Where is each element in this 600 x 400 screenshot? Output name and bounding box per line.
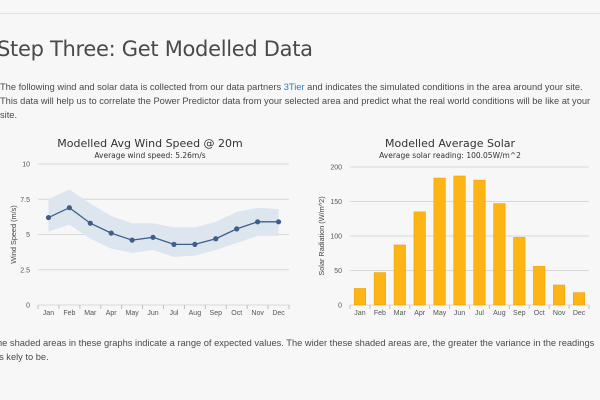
- solar-bar: [513, 237, 526, 306]
- wind-data-point: [66, 205, 72, 211]
- solar-y-tick-label: 150: [330, 199, 342, 206]
- wind-y-tick-label: 10: [22, 162, 30, 169]
- wind-y-tick-label: 0: [26, 303, 30, 310]
- wind-data-point: [171, 241, 177, 247]
- wind-data-point: [255, 219, 261, 225]
- wind-y-tick-label: 5: [26, 232, 30, 239]
- solar-chart-title: Modelled Average Solar: [384, 137, 516, 150]
- solar-x-tick-label: Jul: [475, 310, 484, 317]
- solar-bar: [353, 288, 366, 306]
- solar-y-tick-label: 100: [330, 234, 342, 241]
- solar-bar: [533, 266, 546, 306]
- solar-x-tick-label: Feb: [374, 310, 386, 317]
- wind-x-tick-label: Jun: [147, 310, 158, 317]
- wind-data-point: [275, 219, 282, 225]
- wind-data-point: [108, 230, 114, 236]
- wind-x-tick-label: May: [126, 310, 140, 317]
- wind-y-tick-label: 7.5: [20, 197, 30, 204]
- solar-y-axis-label: Solar Radiation (W/m^2): [317, 196, 326, 275]
- wind-range-band: [48, 189, 279, 258]
- wind-data-point: [87, 220, 93, 226]
- solar-bar: [433, 177, 446, 306]
- wind-chart-title: Modelled Avg Wind Speed @ 20m: [57, 137, 243, 150]
- wind-x-tick-label: Aug: [189, 310, 202, 317]
- solar-chart-plot: 0 50 100 150 200 Jan Feb Mar Apr May Jun Jul Aug Sep O…: [317, 165, 590, 317]
- solar-x-tick-label: May: [433, 310, 447, 317]
- wind-y-tick-label: 2.5: [20, 267, 30, 274]
- solar-y-tick-label: 50: [334, 268, 342, 275]
- solar-bar: [553, 284, 566, 306]
- wind-x-tick-label: Jul: [169, 310, 178, 317]
- wind-x-tick-label: Feb: [63, 310, 75, 317]
- wind-data-point: [129, 237, 135, 243]
- wind-data-point: [234, 226, 240, 232]
- wind-chart-plot: 0 2.5 5 7.5 10 Jan Feb Mar Apr May Jun Jul Aug Sep Oct…: [9, 162, 290, 317]
- solar-x-tick-label: Jan: [354, 310, 365, 317]
- 3tier-link[interactable]: 3Tier: [283, 82, 305, 92]
- solar-chart: Modelled Average Solar Average solar rea…: [300, 137, 600, 327]
- solar-x-tick-label: Jun: [454, 310, 465, 317]
- solar-x-tick-label: Oct: [534, 310, 545, 317]
- intro-paragraph: The following wind and solar data is col…: [0, 80, 598, 122]
- solar-x-tick-label: Aug: [493, 310, 506, 317]
- solar-x-tick-label: Dec: [573, 310, 586, 317]
- intro-text-start: The following wind and solar data is col…: [0, 82, 284, 92]
- wind-data-point: [45, 214, 52, 221]
- wind-x-tick-label: Sep: [210, 310, 223, 317]
- solar-bar: [453, 175, 466, 306]
- shaded-area-note: he shaded areas in these graphs indicate…: [0, 338, 595, 362]
- solar-y-tick-label: 0: [338, 303, 342, 310]
- solar-bar: [393, 244, 406, 306]
- wind-x-tick-label: Nov: [251, 310, 264, 317]
- solar-x-tick-label: Sep: [513, 310, 526, 317]
- wind-x-tick-label: Dec: [272, 310, 285, 317]
- page-title: Step Three: Get Modelled Data: [0, 37, 313, 61]
- solar-y-tick-label: 200: [330, 165, 342, 172]
- wind-data-point: [150, 234, 156, 240]
- wind-data-point: [213, 236, 219, 242]
- wind-series-line: [48, 206, 279, 246]
- wind-x-tick-label: Oct: [231, 310, 242, 317]
- solar-x-tick-label: Nov: [553, 310, 566, 317]
- intro-text-end: and indicates the simulated conditions i…: [0, 82, 591, 120]
- solar-chart-subtitle: Average solar reading: 100.05W/m^2: [379, 151, 521, 160]
- wind-chart-subtitle: Average wind speed: 5.26m/s: [94, 151, 206, 160]
- solar-bar: [413, 211, 426, 306]
- wind-y-axis-label: Wind Speed (m/s): [9, 205, 18, 263]
- wind-x-tick-label: Jan: [43, 310, 54, 317]
- top-divider: [0, 13, 600, 14]
- wind-speed-chart: Modelled Avg Wind Speed @ 20m Average wi…: [0, 137, 300, 327]
- solar-x-tick-label: Mar: [394, 310, 407, 317]
- solar-bar: [493, 203, 506, 306]
- wind-x-tick-label: Mar: [84, 310, 97, 317]
- solar-x-tick-label: Apr: [414, 310, 426, 317]
- wind-x-tick-label: Apr: [106, 310, 118, 317]
- wind-data-point: [192, 241, 198, 247]
- solar-bar: [473, 179, 486, 306]
- solar-bar: [573, 292, 586, 306]
- solar-bar: [373, 272, 386, 306]
